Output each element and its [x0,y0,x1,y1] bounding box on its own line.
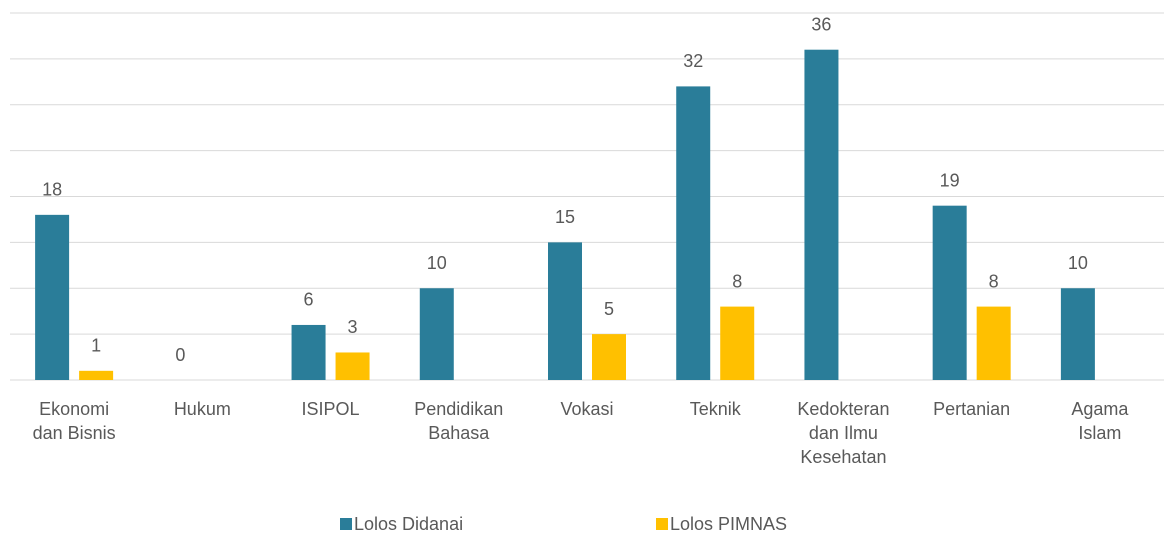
bar [720,306,755,380]
data-label: 1 [91,336,101,356]
data-label: 19 [940,170,960,190]
bar [932,205,967,380]
x-tick-label: Vokasi [560,399,614,419]
x-tick-label: Pertanian [933,399,1011,419]
bar [804,49,839,380]
x-tick-label: Agama Islam [1071,399,1129,443]
bar [976,306,1011,380]
legend-swatch [340,518,352,530]
data-label: 8 [989,271,999,291]
data-label: 8 [732,271,742,291]
bar [335,352,370,380]
bar [291,324,326,380]
data-label: 10 [1068,253,1088,273]
x-tick-label: ISIPOL [301,399,360,419]
data-label: 10 [427,253,447,273]
data-label: 0 [175,345,185,365]
legend-swatch [656,518,668,530]
data-label: 32 [683,51,703,71]
x-tick-label: Kedokteran dan Ilmu Kesehatan [797,399,890,467]
x-tick-label: Ekonomi dan Bisnis [32,399,116,443]
bar [79,370,114,380]
bar [35,214,70,380]
data-label: 36 [811,14,831,34]
x-tick-label: Hukum [173,399,231,419]
legend-label: Lolos PIMNAS [670,514,787,534]
bar [676,86,711,381]
bar [419,288,454,380]
data-label: 5 [604,299,614,319]
bar [592,334,626,380]
data-label: 18 [42,180,62,200]
bar [548,242,582,380]
data-label: 3 [348,317,358,337]
x-tick-label: Teknik [689,399,741,419]
x-tick-label: Pendidikan Bahasa [414,399,504,443]
legend-label: Lolos Didanai [354,514,463,534]
data-label: 6 [304,290,314,310]
bar [1060,288,1095,380]
data-label: 15 [555,207,575,227]
